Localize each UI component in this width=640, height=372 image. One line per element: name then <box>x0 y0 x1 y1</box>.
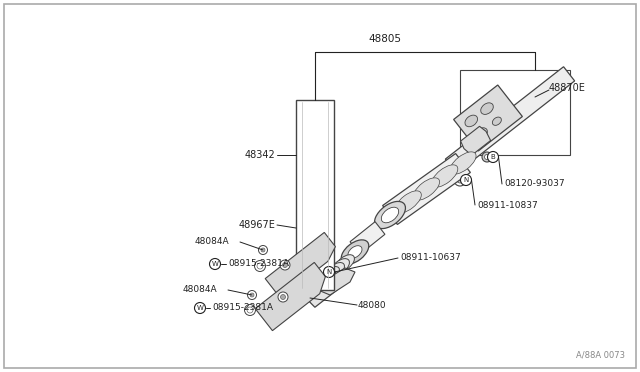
Circle shape <box>457 177 463 183</box>
Circle shape <box>248 291 257 299</box>
Circle shape <box>280 295 285 299</box>
Text: 48080: 48080 <box>358 301 387 310</box>
Circle shape <box>255 260 266 272</box>
Ellipse shape <box>481 103 493 115</box>
Text: 08915-2381A: 08915-2381A <box>228 260 289 269</box>
Text: 48805: 48805 <box>369 34 401 44</box>
Text: 48967E: 48967E <box>238 220 275 230</box>
Text: 48084A: 48084A <box>195 237 230 247</box>
Polygon shape <box>383 154 470 224</box>
Circle shape <box>259 246 268 254</box>
Ellipse shape <box>374 201 406 229</box>
Text: 08911-10837: 08911-10837 <box>477 201 538 209</box>
Ellipse shape <box>450 152 476 174</box>
Ellipse shape <box>322 266 339 282</box>
Polygon shape <box>350 222 385 254</box>
Text: 08915-2381A: 08915-2381A <box>212 304 273 312</box>
Circle shape <box>317 266 328 278</box>
Polygon shape <box>301 262 343 307</box>
Text: 48084A: 48084A <box>183 285 218 295</box>
Circle shape <box>488 151 499 163</box>
Ellipse shape <box>465 115 477 127</box>
Ellipse shape <box>381 207 399 223</box>
Text: N: N <box>326 269 332 275</box>
Circle shape <box>280 260 290 270</box>
Circle shape <box>250 293 254 297</box>
Text: B: B <box>491 154 495 160</box>
Text: W: W <box>212 261 218 267</box>
Text: A/88A 0073: A/88A 0073 <box>576 351 625 360</box>
Circle shape <box>461 174 472 186</box>
Circle shape <box>257 263 263 269</box>
Polygon shape <box>318 268 355 295</box>
Circle shape <box>454 174 466 186</box>
Ellipse shape <box>432 165 458 187</box>
Circle shape <box>209 259 221 269</box>
Circle shape <box>244 305 255 315</box>
Circle shape <box>195 302 205 314</box>
Text: W: W <box>196 305 204 311</box>
Ellipse shape <box>348 246 362 258</box>
Circle shape <box>261 248 265 252</box>
Polygon shape <box>445 67 575 173</box>
Polygon shape <box>461 126 491 155</box>
Polygon shape <box>454 85 522 151</box>
Ellipse shape <box>335 255 355 271</box>
Ellipse shape <box>413 178 440 200</box>
Ellipse shape <box>326 263 344 278</box>
Circle shape <box>321 269 326 275</box>
Circle shape <box>278 292 288 302</box>
Text: N: N <box>463 177 468 183</box>
Circle shape <box>323 266 335 278</box>
Ellipse shape <box>313 274 330 289</box>
Polygon shape <box>255 262 325 331</box>
Ellipse shape <box>377 204 403 226</box>
Bar <box>296 100 334 290</box>
Circle shape <box>247 307 253 313</box>
Polygon shape <box>460 70 570 155</box>
Ellipse shape <box>492 117 501 125</box>
Polygon shape <box>265 232 335 298</box>
Ellipse shape <box>475 128 488 140</box>
Circle shape <box>482 152 492 162</box>
Ellipse shape <box>395 191 421 213</box>
Text: 48342: 48342 <box>244 150 275 160</box>
Text: 48870E: 48870E <box>549 83 586 93</box>
Circle shape <box>282 263 287 267</box>
Ellipse shape <box>331 259 349 275</box>
Circle shape <box>484 154 490 160</box>
Text: 08911-10637: 08911-10637 <box>400 253 461 263</box>
FancyBboxPatch shape <box>4 4 636 368</box>
Ellipse shape <box>317 270 335 285</box>
Ellipse shape <box>341 240 369 264</box>
Text: 08120-93037: 08120-93037 <box>504 180 564 189</box>
